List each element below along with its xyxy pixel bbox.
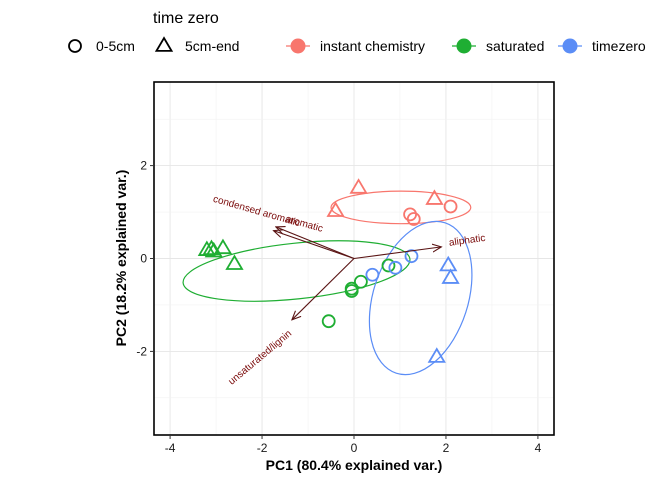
ellipse-instant-chemistry [330, 190, 472, 225]
point-circle [388, 260, 403, 275]
y-tick-label: 0 [140, 252, 147, 266]
y-axis: -2 0 2 [136, 159, 154, 358]
ellipse-timezero [368, 220, 473, 376]
loading-arrow [292, 258, 355, 320]
x-axis: -4 -2 0 2 4 [165, 435, 542, 455]
x-tick-label: 4 [535, 441, 542, 455]
point-triangle [427, 347, 446, 363]
y-tick-label: 2 [140, 159, 147, 173]
legend-color-dot [456, 38, 472, 54]
point-triangle [326, 201, 345, 217]
x-tick-label: 0 [351, 441, 358, 455]
point-circle [404, 249, 419, 264]
point-triangle [439, 255, 458, 272]
x-tick-label: -4 [165, 441, 176, 455]
point-triangle [425, 189, 444, 205]
point-triangle [225, 254, 244, 270]
point-circle [365, 267, 380, 282]
legend-circle-key [68, 39, 82, 53]
loading-arrow [276, 227, 355, 260]
y-tick-label: -2 [136, 344, 147, 358]
legend-color-label: timezero [592, 38, 646, 54]
point-circle [321, 314, 336, 329]
legend: time zero 0-5cm 5cm-end instant chemistry… [68, 10, 646, 54]
legend-color-label: instant chemistry [320, 38, 425, 54]
x-axis-title: PC1 (80.4% explained var.) [266, 457, 443, 473]
data-points [197, 178, 460, 363]
loading-arrow [274, 231, 355, 260]
legend-title: time zero [153, 10, 219, 27]
point-circle [353, 274, 368, 289]
point-circle [344, 284, 359, 298]
point-triangle [349, 178, 368, 194]
ellipse-saturated [182, 240, 411, 302]
point-triangle [441, 268, 460, 284]
legend-color-label: saturated [486, 38, 544, 54]
shape-legend: 0-5cm 5cm-end [68, 36, 239, 54]
legend-shape-label: 0-5cm [96, 38, 135, 54]
legend-color-dot [290, 38, 306, 54]
point-circle [406, 212, 421, 226]
group-ellipses [182, 190, 473, 376]
legend-shape-label: 5cm-end [185, 38, 239, 54]
point-circle [381, 258, 396, 273]
x-tick-label: -2 [257, 441, 268, 455]
y-axis-title: PC2 (18.2% explained var.) [113, 170, 129, 347]
point-triangle [213, 238, 233, 255]
x-tick-label: 2 [443, 441, 450, 455]
loading-arrow [353, 247, 441, 260]
legend-color-dot [562, 38, 578, 54]
loading-label: aliphatic [448, 233, 486, 249]
color-legend: instant chemistry saturated timezero [286, 38, 646, 54]
legend-triangle-key [154, 36, 174, 52]
point-circle [443, 199, 458, 214]
